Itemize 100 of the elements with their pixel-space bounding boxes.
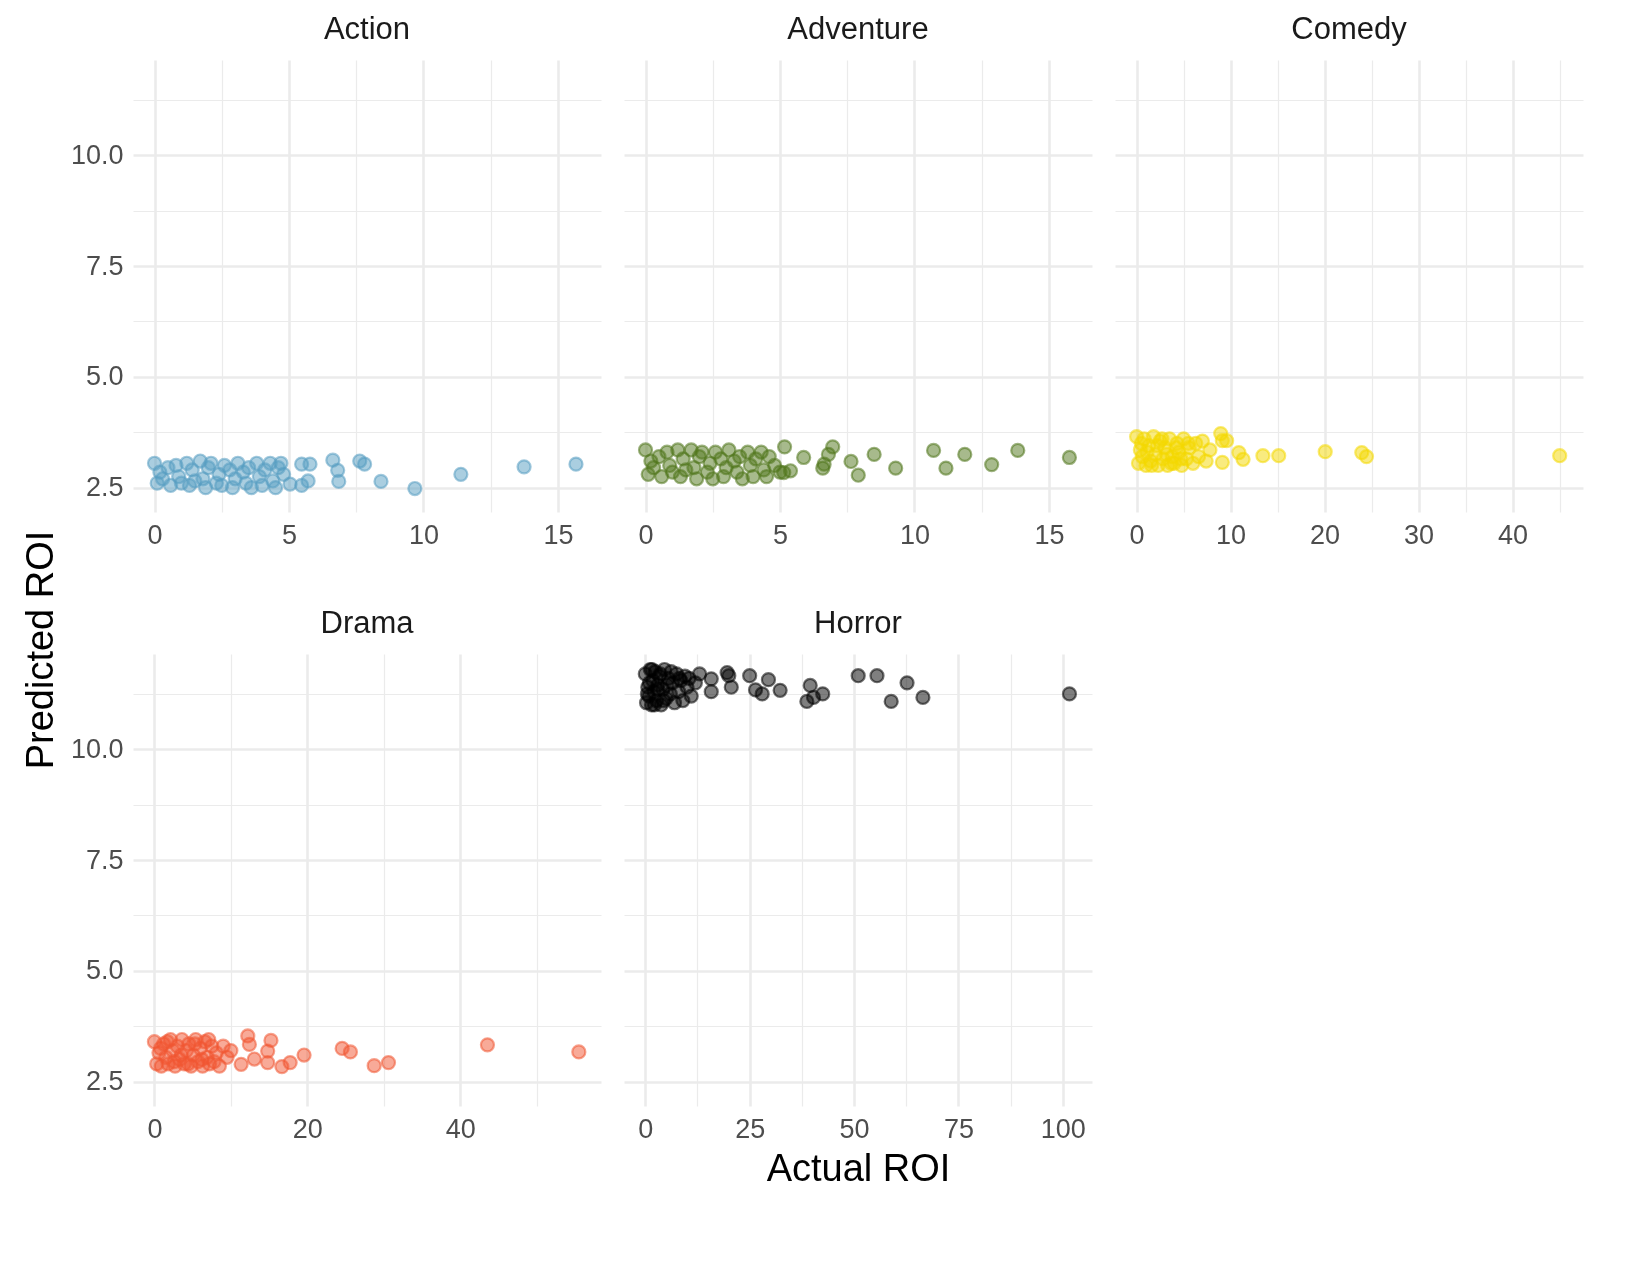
y-tick-label: 7.5 — [85, 250, 124, 281]
point — [1061, 449, 1078, 466]
point — [742, 668, 758, 684]
point — [246, 1051, 262, 1067]
point — [888, 460, 904, 476]
point — [453, 466, 469, 482]
point — [984, 456, 1000, 473]
point — [407, 480, 423, 497]
x-tick-label: 100 — [1040, 1113, 1086, 1144]
point — [745, 468, 761, 485]
point — [1202, 442, 1218, 458]
point — [899, 675, 915, 691]
point — [659, 677, 675, 693]
point — [373, 473, 389, 490]
point — [815, 460, 831, 476]
point — [296, 1047, 312, 1063]
x-tick-label: 0 — [638, 519, 654, 550]
point — [776, 464, 792, 481]
point — [925, 442, 942, 459]
point — [760, 672, 777, 688]
y-tick-label: 5.0 — [85, 361, 124, 392]
point — [915, 689, 931, 706]
point — [516, 459, 532, 475]
chart-title: Adventure — [787, 11, 929, 46]
point — [758, 468, 775, 485]
point — [869, 668, 885, 684]
point — [843, 453, 859, 470]
point — [802, 677, 818, 694]
point — [568, 456, 584, 472]
point — [1173, 451, 1189, 467]
point — [796, 449, 812, 466]
point — [1255, 448, 1271, 464]
point — [754, 686, 770, 702]
point — [194, 1051, 210, 1068]
x-tick-label: 0 — [1129, 519, 1145, 550]
point — [223, 1043, 239, 1059]
point — [1180, 435, 1196, 451]
x-tick-label: 15 — [1034, 519, 1065, 550]
x-tick-label: 10 — [408, 519, 440, 550]
x-tick-label: 5 — [281, 519, 298, 550]
point — [694, 444, 710, 460]
point — [938, 460, 954, 476]
y-tick-label: 7.5 — [85, 844, 124, 875]
point — [850, 668, 866, 684]
x-tick-label: 10 — [899, 519, 931, 550]
x-tick-label: 10 — [1216, 519, 1247, 550]
point — [703, 671, 719, 687]
y-axis-title: Predicted ROI — [18, 530, 62, 770]
point — [356, 456, 373, 472]
x-tick-label: 20 — [1310, 519, 1341, 550]
y-tick-label: 10.0 — [70, 139, 124, 170]
point — [1061, 686, 1078, 702]
chart-title: Comedy — [1291, 11, 1408, 46]
point — [1214, 454, 1230, 470]
x-tick-label: 20 — [292, 1113, 323, 1144]
point — [866, 446, 882, 462]
x-tick-label: 0 — [147, 1113, 163, 1144]
point — [776, 439, 793, 455]
x-tick-label: 15 — [543, 519, 574, 550]
x-tick-label: 75 — [943, 1113, 974, 1144]
y-tick-label: 2.5 — [85, 1066, 124, 1097]
x-tick-label: 50 — [839, 1113, 870, 1144]
point — [187, 1036, 203, 1052]
point — [1219, 433, 1235, 449]
point — [1144, 457, 1160, 474]
chart-title: Drama — [320, 605, 415, 640]
point — [282, 1054, 298, 1071]
point — [691, 666, 708, 682]
point — [883, 693, 899, 710]
x-tick-label: 40 — [445, 1113, 476, 1144]
x-tick-label: 40 — [1497, 519, 1529, 550]
x-tick-label: 25 — [735, 1113, 766, 1144]
point — [342, 1044, 359, 1060]
point — [815, 686, 831, 702]
point — [1010, 442, 1026, 459]
point — [1235, 451, 1251, 467]
point — [203, 455, 219, 471]
point — [1317, 444, 1333, 460]
point — [637, 442, 654, 458]
point — [233, 1056, 249, 1072]
point — [300, 473, 316, 489]
point — [1271, 448, 1287, 464]
point — [723, 679, 739, 695]
point — [571, 1044, 587, 1060]
point — [1552, 448, 1568, 464]
x-tick-label: 0 — [638, 1113, 654, 1144]
point — [957, 446, 973, 462]
point — [479, 1037, 496, 1053]
point — [380, 1054, 397, 1071]
point — [1358, 449, 1375, 465]
chart-title: Action — [323, 11, 411, 46]
point — [703, 684, 719, 700]
point — [201, 1031, 217, 1048]
x-axis-title: Actual ROI — [766, 1146, 951, 1189]
point — [689, 471, 705, 487]
point — [241, 1036, 258, 1053]
y-tick-label: 2.5 — [85, 472, 124, 503]
point — [331, 473, 347, 490]
y-tick-label: 10.0 — [70, 733, 124, 764]
y-tick-label: 5.0 — [85, 955, 124, 986]
